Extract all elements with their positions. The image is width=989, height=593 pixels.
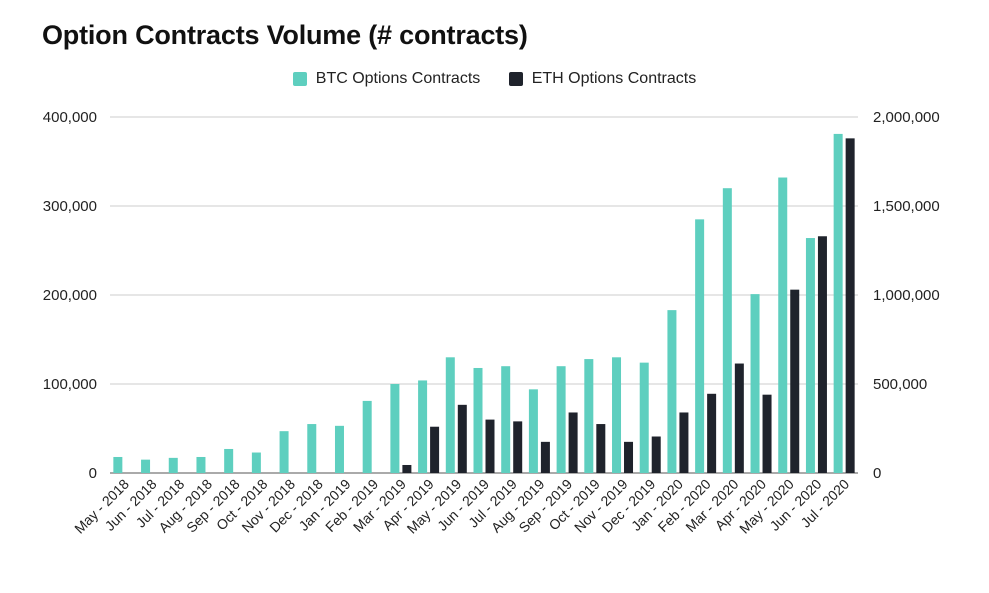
y-axis-right: 0 500,000 1,000,000 1,500,000 2,000,000 [873,109,940,482]
bar-eth [457,404,467,473]
bar-btc [141,459,151,473]
bar-btc [695,219,705,473]
legend-item-eth: ETH Options Contracts [508,70,697,88]
bar-eth [817,236,827,473]
legend-swatch-btc [292,72,307,86]
y-right-tick-label: 2,000,000 [873,109,940,126]
bar-eth [430,426,440,473]
bar-btc [750,294,760,473]
bar-btc [418,380,428,473]
bar-btc [334,425,344,473]
bar-eth [679,412,689,473]
bar-eth [845,138,855,474]
y-left-tick-label: 300,000 [43,198,97,215]
bar-eth [790,289,800,473]
bar-btc [445,357,455,473]
y-left-tick-label: 400,000 [43,109,97,126]
bar-btc [168,457,178,473]
bar-btc [390,384,400,473]
bar-btc [556,366,566,473]
bar-btc [778,177,788,473]
bar-eth [734,363,744,473]
chart-title: Option Contracts Volume (# contracts) [42,20,528,50]
bar-btc [251,452,261,473]
y-left-tick-label: 0 [89,465,97,482]
legend-label-eth: ETH Options Contracts [531,70,697,87]
bar-btc [307,424,317,473]
bar-btc [113,456,123,473]
bar-btc [639,362,649,473]
bar-btc [584,359,594,473]
bar-eth [485,419,495,473]
bar-btc [224,448,234,473]
bar-btc [612,357,622,473]
bar-eth [596,424,606,473]
bar-btc [362,400,372,473]
bar-btc [196,456,206,473]
bar-btc [722,188,732,473]
legend-label-btc: BTC Options Contracts [315,70,481,87]
bar-eth [402,464,412,473]
bar-eth [513,421,523,473]
y-left-tick-label: 100,000 [43,376,97,393]
bar-eth [707,393,717,473]
bar-eth [568,412,578,473]
bar-btc [805,238,815,473]
bar-btc [528,389,538,473]
bar-btc [473,367,483,473]
bar-btc [501,366,511,473]
y-right-tick-label: 1,500,000 [873,198,940,215]
legend-swatch-eth [508,72,523,86]
bar-eth [540,441,550,473]
chart-legend: BTC Options Contracts ETH Options Contra… [0,70,989,91]
bar-eth [624,441,634,473]
bar-btc [279,431,289,473]
y-axis-left: 0 100,000 200,000 300,000 400,000 [43,109,97,482]
bar-eth [651,436,661,473]
bar-eth [762,394,772,473]
legend-item-btc: BTC Options Contracts [292,70,481,88]
bar-btc [833,133,843,473]
y-left-tick-label: 200,000 [43,287,97,304]
y-right-tick-label: 500,000 [873,376,927,393]
y-right-tick-label: 0 [873,465,881,482]
bar-btc [667,310,677,473]
y-right-tick-label: 1,000,000 [873,287,940,304]
bars [113,133,855,474]
gridlines [110,116,858,474]
